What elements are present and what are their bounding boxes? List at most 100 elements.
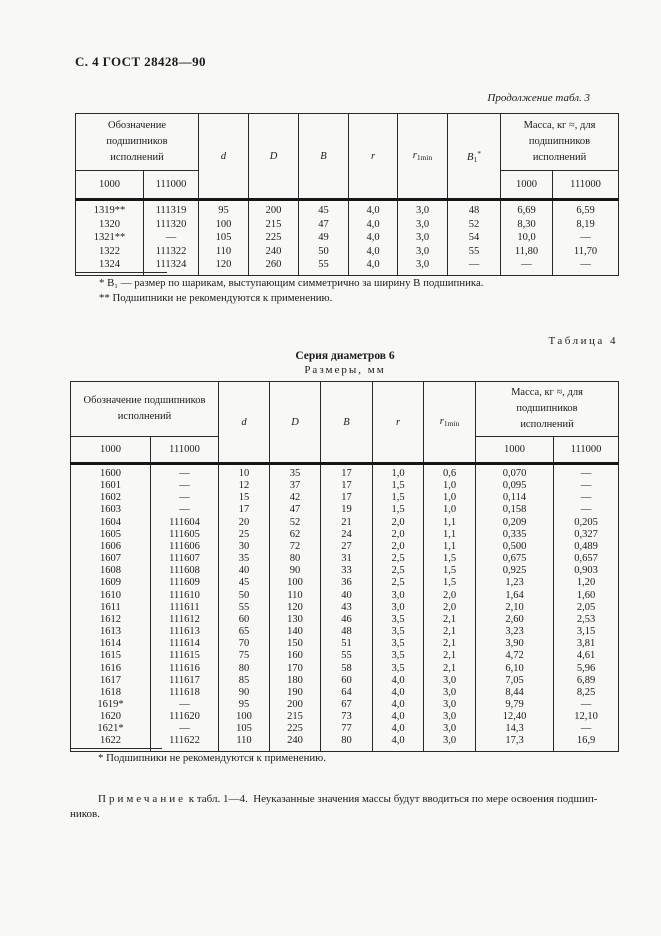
cell: 1617 [70, 674, 151, 687]
cell: 4,0 [372, 686, 424, 699]
cell: 1615 [70, 650, 151, 663]
col-r-label: r [395, 416, 401, 428]
cell: 54 [447, 231, 501, 245]
col-d-label: d [241, 416, 247, 428]
cell: 31 [320, 553, 373, 566]
cell: 1,5 [372, 492, 424, 505]
cell: 110 [269, 589, 321, 602]
table-row: 1616 111616 80 170 58 3,5 2,1 6,10 5,96 [70, 662, 620, 675]
cell: 1610 [70, 589, 151, 602]
table4-footnote-rule [70, 748, 162, 749]
note-label: Примечание [98, 793, 186, 805]
cell: 215 [248, 217, 299, 231]
cell: 225 [248, 231, 299, 245]
cell: 60 [218, 613, 270, 627]
page-header: С. 4 ГОСТ 28428—90 [75, 54, 206, 69]
cell: 1601 [70, 480, 151, 493]
cell: 0,500 [475, 540, 554, 554]
cell: 0,327 [552, 528, 620, 541]
cell: 1,0 [372, 463, 424, 481]
cell: 46 [320, 613, 373, 627]
col-B1-base: B [467, 151, 474, 163]
col-B-label: B [320, 150, 327, 162]
table3-continuation-caption: Продолжение табл. 3 [487, 92, 590, 104]
table-row: 1600—10 35 17 1,0 0,6 0,070— [70, 463, 620, 481]
cell: 1608 [70, 565, 151, 578]
cell: 111604 [150, 516, 219, 529]
cell: — [150, 698, 219, 712]
cell: 1,64 [475, 589, 554, 602]
cell: 111617 [150, 674, 219, 687]
cell: 0,205 [552, 516, 620, 529]
table3-footnote-rule [75, 272, 167, 273]
cell: 1612 [70, 613, 151, 627]
cell: 1613 [70, 626, 151, 639]
cell: 85 [218, 674, 270, 687]
cell: — [150, 463, 219, 481]
cell: 0,114 [475, 492, 554, 505]
table4-subcol-1000: 1000 [70, 436, 151, 464]
cell: 1,60 [552, 589, 620, 602]
table-row: 1601—12 37 17 1,5 1,0 0,095— [70, 480, 620, 493]
note-text: Неуказанные значения массы будут вводить… [70, 793, 598, 820]
cell: 0,070 [475, 463, 554, 481]
cell: 1,0 [423, 492, 476, 505]
cell: 11,70 [551, 244, 620, 258]
table-row: 1621* —105 225 77 4,0 3,0 14,3— [70, 723, 620, 736]
cell: 37 [269, 480, 321, 493]
cell: 2,0 [423, 601, 476, 614]
cell: 100 [198, 217, 249, 231]
cell: 1,0 [423, 504, 476, 517]
table4-col-d: d [218, 381, 270, 464]
table3-mass-subcol-111000: 111000 [551, 170, 620, 200]
cell: 6,69 [500, 199, 553, 218]
table3-footnote-b1: * B₁ — размер по шарикам, выступающим си… [99, 277, 484, 289]
cell: 0,335 [475, 528, 554, 541]
cell: 90 [269, 565, 321, 578]
cell: — [150, 504, 219, 517]
cell: 9,79 [475, 698, 554, 712]
cell: 100 [218, 711, 270, 724]
cell: 4,0 [372, 711, 424, 724]
cell: 2,5 [372, 553, 424, 566]
cell: 111613 [150, 626, 219, 639]
cell: 1,5 [372, 480, 424, 493]
cell: 1620 [70, 711, 151, 724]
cell: 3,0 [397, 258, 448, 275]
cell: 3,0 [397, 199, 448, 218]
table3-mass-group-header: Масса, кг ≈, для подшипников исполнений [499, 113, 620, 171]
cell: 15 [218, 492, 270, 505]
cell: 3,0 [397, 244, 448, 258]
table-row: 1615 111615 75 160 55 3,5 2,1 4,72 4,61 [70, 650, 620, 663]
table-row: 1322 111322 110 240 50 4,0 3,0 55 11,80 11,70 [75, 244, 620, 258]
table4-col-D: D [269, 381, 321, 464]
cell: 1,23 [475, 577, 554, 590]
col-r1min-base: r [439, 416, 444, 427]
cell: 1602 [70, 492, 151, 505]
table4-mass-group-header: Масса, кг ≈, для подшипников исполнений [474, 381, 620, 437]
cell: 10 [218, 463, 270, 481]
cell: 27 [320, 540, 373, 554]
cell: 111320 [143, 217, 199, 231]
cell: 50 [218, 589, 270, 602]
cell: 1611 [70, 601, 151, 614]
cell: 105 [198, 231, 249, 245]
cell: 67 [320, 698, 373, 712]
cell: 17,3 [475, 735, 554, 752]
cell: 3,5 [372, 650, 424, 663]
cell: 1,5 [423, 553, 476, 566]
cell: 11,80 [500, 244, 553, 258]
cell: 4,0 [348, 258, 398, 275]
table-row: 1602—15 42 17 1,5 1,0 0,114— [70, 492, 620, 505]
table3-subcol-1000: 1000 [75, 170, 144, 200]
table3-col-r: r [348, 113, 398, 200]
col-B1-sub: 1 [473, 154, 478, 164]
cell: 100 [269, 577, 321, 590]
cell: 1,1 [423, 540, 476, 554]
cell: 95 [218, 698, 270, 712]
cell: 17 [320, 492, 373, 505]
table-row: 1608 111608 40 90 33 2,5 1,5 0,925 0,903 [70, 565, 620, 578]
table-row: 1607 111607 35 80 31 2,5 1,5 0,675 0,657 [70, 553, 620, 566]
cell: 3,0 [397, 217, 448, 231]
cell: 1,5 [372, 504, 424, 517]
